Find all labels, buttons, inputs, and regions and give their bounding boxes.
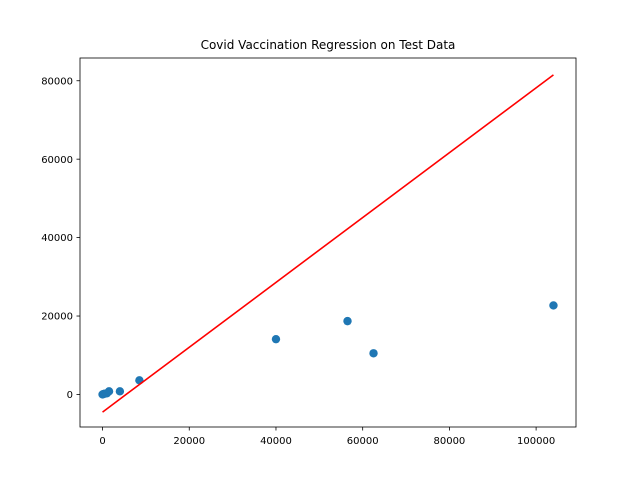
y-tick-label: 40000 (41, 233, 73, 244)
y-tick-label: 60000 (41, 155, 73, 166)
x-tick-label: 20000 (173, 436, 205, 447)
plot-area (98, 74, 558, 413)
x-tick-label: 60000 (347, 436, 379, 447)
scatter-point-4 (104, 387, 114, 396)
x-tick-label: 40000 (260, 436, 292, 447)
scatter-point-7 (271, 334, 281, 344)
x-tick-label: 100000 (517, 436, 555, 447)
y-tick-label: 80000 (41, 76, 73, 87)
chart-title: Covid Vaccination Regression on Test Dat… (201, 38, 456, 52)
axes: 0 20000 40000 60000 80000 100000 0 20000 40000 60… (41, 57, 577, 447)
regression-line (102, 74, 554, 413)
y-tick-label: 0 (67, 390, 73, 401)
scatter-point-10 (549, 301, 558, 310)
scatter-point-9 (369, 349, 378, 358)
y-tick-label: 20000 (41, 312, 73, 323)
scatter-point-8 (343, 316, 352, 326)
x-tick-label: 80000 (433, 436, 465, 447)
scatter-point-5 (115, 387, 125, 396)
x-tick-label: 0 (99, 436, 105, 447)
axes-frame (79, 57, 577, 428)
